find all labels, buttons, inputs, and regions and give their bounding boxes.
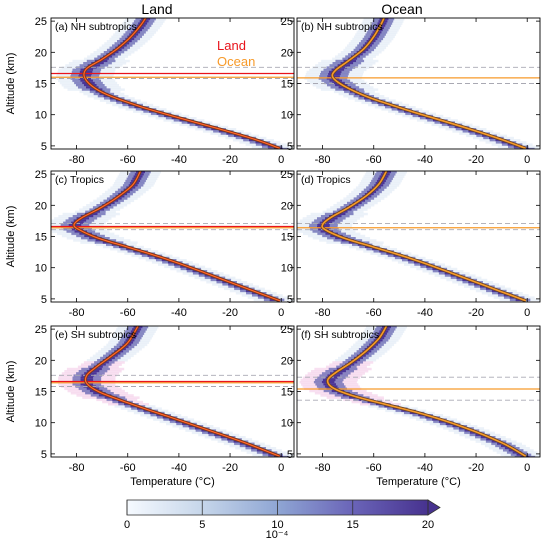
colorbar-unit: 10⁻⁴: [266, 529, 289, 541]
legend-land: Land: [217, 38, 246, 53]
x-tick-label: -20: [468, 154, 484, 166]
x-tick-label: 0: [278, 307, 284, 319]
y-tick-label: 10: [281, 418, 293, 430]
colorbar-extend-arrow: [427, 499, 441, 516]
x-tick-label: -60: [366, 462, 382, 474]
y-tick-label: 20: [35, 355, 47, 367]
mean-profile-ocean-overlay: [84, 326, 281, 457]
y-tick-label: 5: [287, 141, 293, 153]
x-tick-label: -20: [222, 307, 238, 319]
x-tick-label: -80: [69, 154, 85, 166]
column-title-ocean: Ocean: [381, 1, 422, 17]
y-tick-label: 25: [35, 16, 47, 28]
x-tick-label: -20: [468, 307, 484, 319]
x-tick-label: -20: [222, 462, 238, 474]
column-title-land: Land: [141, 1, 172, 17]
colorbar-tick-label: 20: [422, 519, 434, 531]
x-tick-label: -40: [171, 462, 187, 474]
panel-label-a: (a) NH subtropics: [55, 21, 137, 33]
y-tick-label: 15: [281, 79, 293, 91]
mean-profile-ocean: [326, 326, 527, 457]
x-tick-label: -20: [468, 462, 484, 474]
colorbar-tick-label: 0: [124, 519, 130, 531]
panels: -80 -60 -40 -20 0 25 20 15 10 5 (a) NH subtropics A…: [5, 16, 541, 488]
y-tick-label: 10: [35, 263, 47, 275]
x-tick-label: 0: [524, 154, 530, 166]
x-tick-label: -20: [222, 154, 238, 166]
colorbar-tick-label: 5: [199, 519, 205, 531]
density-peak: [71, 221, 84, 225]
y-tick-label: 20: [35, 47, 47, 59]
x-tick-label: -80: [315, 307, 331, 319]
y-tick-label: 5: [41, 141, 47, 153]
y-tick-label: 15: [281, 232, 293, 244]
y-axis-label: Altitude (km): [5, 361, 17, 423]
panel-label-e: (e) SH subtropics: [55, 329, 136, 341]
y-tick-label: 25: [281, 16, 293, 28]
y-tick-label: 15: [35, 232, 47, 244]
y-tick-label: 10: [35, 110, 47, 122]
y-tick-label: 20: [35, 200, 47, 212]
panel-label-b: (b) NH subtropics: [301, 21, 383, 33]
colorbar-tick-label: 10: [271, 519, 283, 531]
density-peak: [325, 376, 338, 380]
y-tick-label: 25: [35, 324, 47, 336]
x-tick-label: -80: [315, 154, 331, 166]
y-tick-label: 20: [281, 200, 293, 212]
x-tick-label: -60: [120, 307, 136, 319]
y-tick-label: 5: [41, 449, 47, 461]
panel-c: -80 -60 -40 -20 0 25 20 15 10 5 (c) Tropics Altitud…: [5, 169, 295, 319]
x-tick-label: -40: [171, 307, 187, 319]
y-tick-label: 20: [281, 47, 293, 59]
x-tick-label: 0: [278, 462, 284, 474]
x-tick-label: -60: [366, 307, 382, 319]
panel-f: -80 -60 -40 -20 0 25 20 15 10 5 (f) SH subtropics T…: [281, 324, 541, 488]
x-tick-label: 0: [278, 154, 284, 166]
panel-b: -80 -60 -40 -20 0 25 20 15 10 5 (b) NH subtropics: [281, 16, 541, 166]
x-tick-label: -40: [171, 154, 187, 166]
colorbar-tick-label: 15: [347, 519, 359, 531]
x-tick-label: 0: [524, 307, 530, 319]
x-tick-label: -60: [120, 462, 136, 474]
y-tick-label: 25: [281, 324, 293, 336]
panel-label-c: (c) Tropics: [55, 174, 104, 186]
y-tick-label: 25: [35, 169, 47, 181]
y-tick-label: 10: [35, 418, 47, 430]
y-tick-label: 15: [35, 79, 47, 91]
panel-a: -80 -60 -40 -20 0 25 20 15 10 5 (a) NH subtropics A…: [5, 16, 295, 166]
y-tick-label: 15: [281, 387, 293, 399]
panel-label-f: (f) SH subtropics: [301, 329, 379, 341]
mean-profile-ocean-overlay: [83, 18, 281, 149]
y-axis-label: Altitude (km): [5, 53, 17, 115]
y-tick-label: 25: [281, 169, 293, 181]
mean-profile-ocean: [321, 171, 527, 302]
y-tick-label: 15: [35, 387, 47, 399]
y-tick-label: 20: [281, 355, 293, 367]
panel-label-d: (d) Tropics: [301, 174, 351, 186]
mean-profile-ocean: [331, 18, 527, 149]
y-tick-label: 10: [281, 110, 293, 122]
x-tick-label: -80: [315, 462, 331, 474]
x-tick-label: -80: [69, 462, 85, 474]
panel-d: -80 -60 -40 -20 0 25 20 15 10 5 (d) Tropics: [281, 169, 541, 319]
x-tick-label: -60: [120, 154, 136, 166]
x-tick-label: -80: [69, 307, 85, 319]
y-axis-label: Altitude (km): [5, 206, 17, 268]
y-tick-label: 5: [41, 294, 47, 306]
legend-ocean: Ocean: [217, 54, 255, 69]
y-tick-label: 5: [287, 449, 293, 461]
panel-e: -80 -60 -40 -20 0 25 20 15 10 5 (e) SH subtropics A…: [5, 324, 295, 488]
x-tick-label: -40: [417, 154, 433, 166]
colorbar: 0 5 10 15 20 10⁻⁴: [124, 499, 441, 541]
x-tick-label: -40: [417, 307, 433, 319]
x-tick-label: 0: [524, 462, 530, 474]
y-tick-label: 5: [287, 294, 293, 306]
x-axis-label: Temperature (°C): [130, 476, 214, 488]
mean-profile-ocean-overlay: [73, 171, 281, 302]
x-axis-label: Temperature (°C): [376, 476, 460, 488]
x-tick-label: -40: [417, 462, 433, 474]
y-tick-label: 10: [281, 263, 293, 275]
x-tick-label: -60: [366, 154, 382, 166]
